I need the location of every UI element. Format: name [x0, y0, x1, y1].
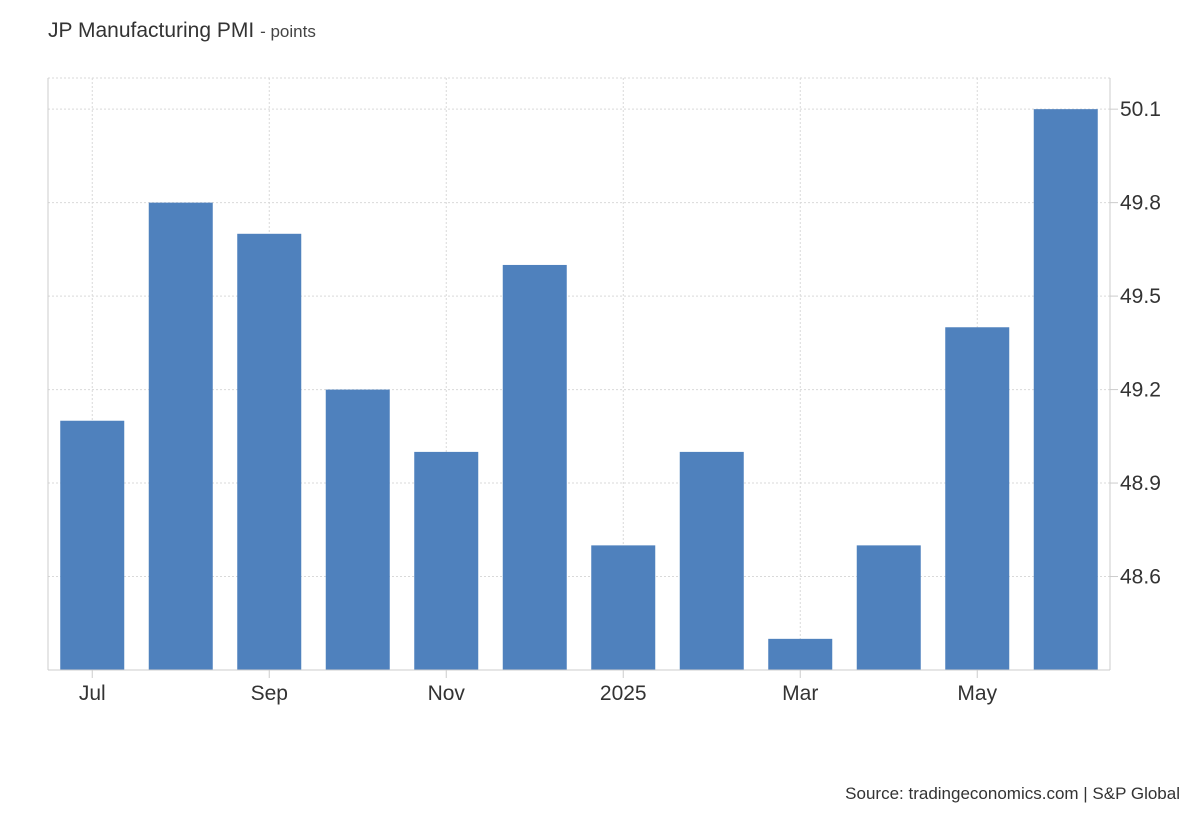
x-tick-label-2: Sep	[251, 682, 288, 705]
bar-2024-10	[325, 389, 390, 670]
bar-2024-11	[414, 451, 479, 670]
bar-2025-03	[768, 638, 833, 670]
bar-2025-06	[1033, 109, 1098, 670]
bar-2025-04	[856, 545, 921, 670]
bar-2024-07	[60, 420, 125, 670]
chart-subtitle: - points	[260, 22, 316, 41]
chart-title: JP Manufacturing PMI - points	[48, 19, 316, 43]
x-tick-label-4: Nov	[428, 682, 466, 705]
y-tick-label-2: 49.2	[1120, 379, 1161, 402]
y-tick-label-0: 48.6	[1120, 566, 1161, 589]
chart-bars	[60, 109, 1098, 670]
y-tick-label-1: 48.9	[1120, 472, 1161, 495]
x-tick-label-10: May	[957, 682, 997, 705]
x-axis-ticks: Jul Sep Nov 2025 Mar May	[79, 670, 998, 705]
x-tick-label-6: 2025	[600, 682, 647, 705]
bar-2025-02	[679, 451, 744, 670]
bar-2024-12	[502, 264, 567, 670]
chart-subtitle-text: points	[270, 22, 316, 41]
x-tick-label-0: Jul	[79, 682, 106, 705]
bar-2025-01	[591, 545, 656, 670]
bar-2024-08	[148, 202, 213, 670]
y-tick-label-5: 50.1	[1120, 98, 1161, 121]
y-tick-label-4: 49.8	[1120, 192, 1161, 215]
y-axis-ticks: 48.6 48.9 49.2 49.5 49.8 50.1	[1110, 98, 1161, 589]
x-tick-label-8: Mar	[782, 682, 818, 705]
chart-axes	[47, 78, 1111, 671]
source-note: Source: tradingeconomics.com | S&P Globa…	[845, 784, 1180, 803]
chart-title-main: JP Manufacturing PMI	[48, 19, 255, 42]
y-tick-label-3: 49.5	[1120, 285, 1161, 308]
bar-2025-05	[945, 327, 1010, 670]
bar-2024-09	[237, 233, 302, 670]
